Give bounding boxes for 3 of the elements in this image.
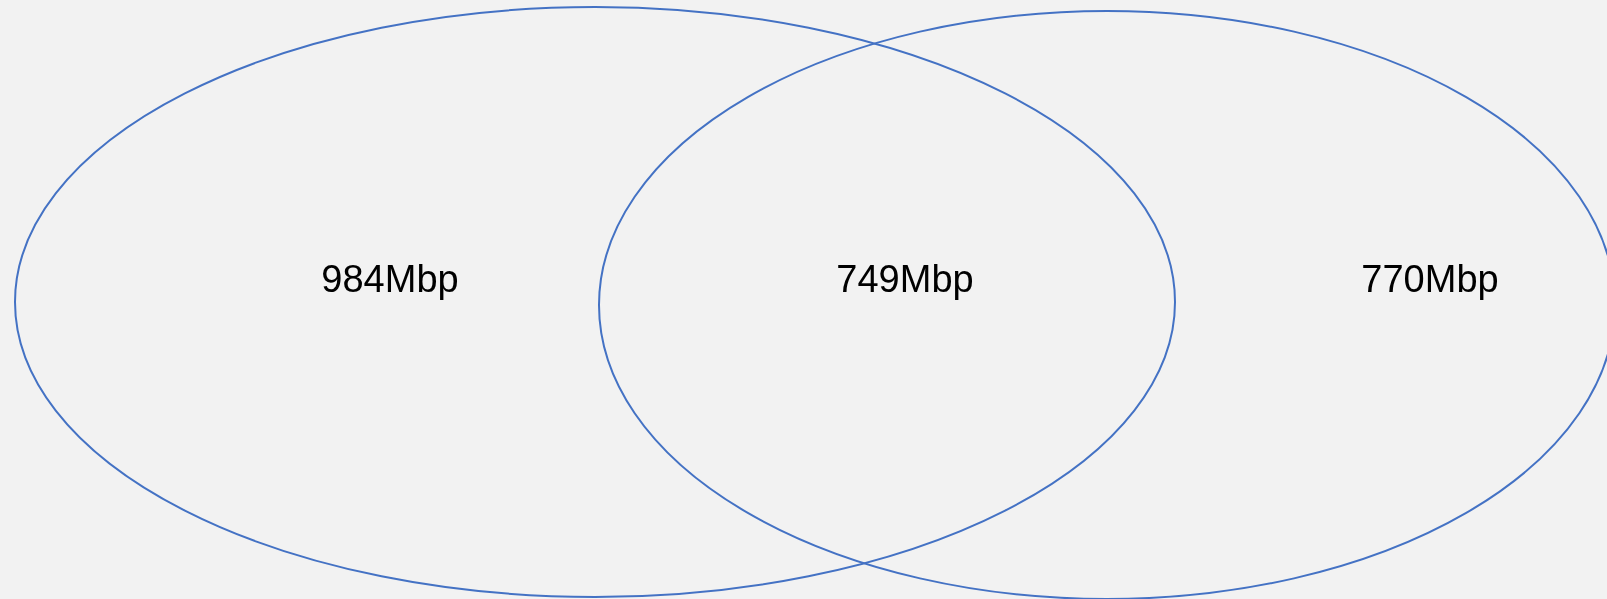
data-label: 749Mbp [836, 258, 974, 300]
data-label: 770Mbp [1361, 258, 1499, 300]
data-label: 984Mbp [321, 258, 459, 300]
